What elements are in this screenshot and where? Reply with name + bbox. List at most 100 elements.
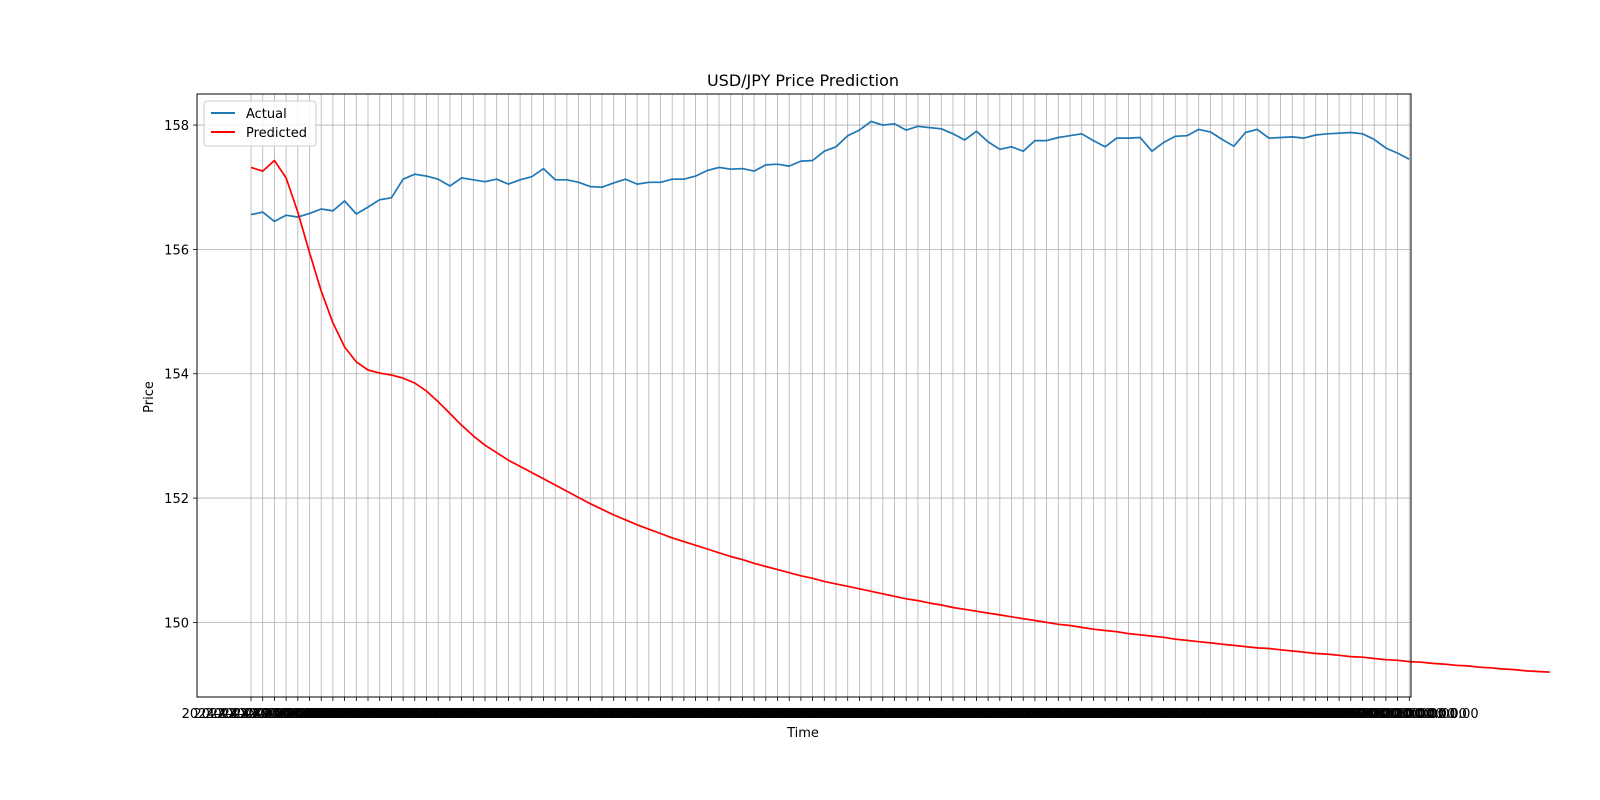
- legend: Actual Predicted: [203, 100, 317, 147]
- x-tick-label: 2024-XX-XX 00:00:00: [486, 707, 625, 722]
- x-tick-label: 2024-XX-XX 00:00:00: [989, 707, 1128, 722]
- x-tick-label: 2024-XX-XX 00:00:00: [205, 707, 344, 722]
- x-tick-label: 2024-XX-XX 00:00:00: [638, 707, 777, 722]
- x-tick-label: 2024-XX-XX 00:00:00: [1270, 707, 1409, 722]
- x-tick-label: 2024-XX-XX 00:00:00: [591, 707, 730, 722]
- x-tick-label: 2024-XX-XX 00:00:00: [942, 707, 1081, 722]
- x-tick-label: 2024-XX-XX 00:00:00: [813, 707, 952, 722]
- x-tick-label: 2024-XX-XX 00:00:00: [966, 707, 1105, 722]
- x-tick-label: 2024-XX-XX 00:00:00: [603, 707, 742, 722]
- x-tick-label: 2024-XX-XX 00:00:00: [930, 707, 1069, 722]
- y-axis-label: Price: [142, 381, 157, 413]
- y-ticks: 150 152 154 156 158: [164, 119, 197, 631]
- x-tick-label: 2024-XX-XX 00:00:00: [240, 707, 379, 722]
- y-tick-label: 156: [164, 243, 189, 258]
- x-tick-label: 2024-XX-XX 00:00:00: [1293, 707, 1432, 722]
- x-tick-label: 2024-XX-XX 00:00:00: [1211, 707, 1350, 722]
- x-tick-label: 2024-XX-XX 00:00:00: [825, 707, 964, 722]
- x-tick-label: 2024-XX-XX 00:00:00: [416, 707, 555, 722]
- x-tick-label: 2024-XX-XX 00:00:00: [182, 707, 321, 722]
- x-tick-label: 2024-XX-XX 00:00:00: [579, 707, 718, 722]
- plot-area: [197, 94, 1411, 697]
- x-tick-label: 2024-XX-XX 00:00:00: [193, 707, 332, 722]
- x-tick-label: 2024-XX-XX 00:00:00: [907, 707, 1046, 722]
- plot-background: [197, 94, 1411, 697]
- x-grid: [250, 94, 1410, 697]
- x-tick-label: 2024-XX-XX 00:00:00: [474, 707, 613, 722]
- x-tick-label: 2024-XX-XX 00:00:00: [217, 707, 356, 722]
- x-tick-label: 2024-XX-XX 00:00:00: [1164, 707, 1303, 722]
- series-layer: [250, 120, 1550, 673]
- x-tick-label: 2024-XX-XX 00:00:00: [1129, 707, 1268, 722]
- x-tick-label: 2024-XX-XX 00:00:00: [1047, 707, 1186, 722]
- x-tick-label: 2024-XX-XX 00:00:00: [837, 707, 976, 722]
- x-tick-label: 2024-XX-XX 00:00:00: [1235, 707, 1374, 722]
- x-tick-label: 2024-XX-XX 00:00:00: [1024, 707, 1163, 722]
- x-tick-label: 2024-XX-XX 00:00:00: [755, 707, 894, 722]
- x-tick-label: 2024-XX-XX 00:00:00: [381, 707, 520, 722]
- x-tick-label: 2024-XX-XX 00:00:00: [1059, 707, 1198, 722]
- x-tick-label: 2024-XX-XX 00:00:00: [1258, 707, 1397, 722]
- series-line-predicted: [250, 159, 1550, 673]
- x-tick-label: 2024-XX-XX 00:00:00: [743, 707, 882, 722]
- x-tick-label: 2024-XX-XX 00:00:00: [732, 707, 871, 722]
- x-tick-label: 2024-XX-XX 00:00:00: [404, 707, 543, 722]
- x-tick-label: 2024-XX-XX 00:00:00: [615, 707, 754, 722]
- x-tick-label: 2024-XX-XX 00:00:00: [977, 707, 1116, 722]
- chart-title: USD/JPY Price Prediction: [707, 71, 899, 90]
- x-tick-label: 2024-XX-XX 00:00:00: [884, 707, 1023, 722]
- x-tick-label: 2024-XX-XX 00:00:00: [498, 707, 637, 722]
- x-tick-label: 2024-XX-XX 00:00:00: [650, 707, 789, 722]
- legend-label-actual: Actual: [246, 107, 287, 122]
- x-tick-label: 2024-XX-XX 00:00:00: [1036, 707, 1175, 722]
- y-grid: [197, 124, 1411, 623]
- x-tick-label: 2024-XX-XX 00:00:00: [252, 707, 391, 722]
- x-tick-label: 2024-XX-XX 00:00:00: [287, 707, 426, 722]
- x-tick-label: 2024-XX-XX 00:00:00: [1188, 707, 1327, 722]
- x-tick-label: 2024-XX-XX 00:00:00: [954, 707, 1093, 722]
- x-tick-label: 2024-XX-XX 00:00:00: [310, 707, 449, 722]
- x-tick-label: 2024-XX-XX 00:00:00: [439, 707, 578, 722]
- x-tick-label: 2024-XX-XX 00:00:00: [228, 707, 367, 722]
- x-tick-label: 2024-XX-XX 00:00:00: [860, 707, 999, 722]
- x-tick-label: 2024-XX-XX 00:00:00: [334, 707, 473, 722]
- x-tick-label: 2024-XX-XX 00:00:00: [1071, 707, 1210, 722]
- x-tick-label: 2024-XX-XX 00:00:00: [427, 707, 566, 722]
- x-tick-label: 2024-XX-XX 00:00:00: [369, 707, 508, 722]
- x-tick-label: 2024-XX-XX 00:00:00: [1223, 707, 1362, 722]
- x-tick-label: 2024-XX-XX 00:00:00: [1001, 707, 1140, 722]
- x-tick-label: 2024-XX-XX 00:00:00: [1200, 707, 1339, 722]
- x-tick-label: 2024-XX-XX 00:00:00: [661, 707, 800, 722]
- plot-frame: [196, 93, 1412, 698]
- x-tick-label: 2024-XX-XX 00:00:00: [1106, 707, 1245, 722]
- x-tick-label: 2024-XX-XX 00:00:00: [345, 707, 484, 722]
- x-tick-label: 2024-XX-XX 00:00:00: [462, 707, 601, 722]
- x-tick-label: 2024-XX-XX 00:00:00: [673, 707, 812, 722]
- x-tick-label: 2024-XX-XX 00:00:00: [1153, 707, 1292, 722]
- x-tick-label: 2024-XX-XX 00:00:00: [299, 707, 438, 722]
- x-tick-label: 2024-XX-XX 00:00:00: [872, 707, 1011, 722]
- x-tick-label: 2024-XX-XX 00:00:00: [1141, 707, 1280, 722]
- x-tick-label: 2024-XX-XX 00:00:00: [1176, 707, 1315, 722]
- x-tick-label: 2024-XX-XX 00:00:00: [626, 707, 765, 722]
- x-tick-label: 2024-XX-XX 00:00:00: [509, 707, 648, 722]
- x-tick-label: 2024-XX-XX 00:00:00: [1118, 707, 1257, 722]
- x-tick-label: 2024-XX-XX 00:00:00: [696, 707, 835, 722]
- x-tick-label: 2024-XX-XX 00:00:00: [1317, 707, 1456, 722]
- x-tick-label: 2024-XX-XX 00:00:00: [544, 707, 683, 722]
- x-axis-label: Time: [786, 726, 819, 741]
- x-tick-label: 2024-XX-XX 00:00:00: [357, 707, 496, 722]
- x-tick-label: 2024-XX-XX 00:00:00: [767, 707, 906, 722]
- x-tick-label: 2024-XX-XX 00:00:00: [533, 707, 672, 722]
- x-tick-label: 2024-XX-XX 00:00:00: [1340, 707, 1479, 722]
- y-tick-label: 150: [164, 616, 189, 631]
- x-tick-label: 2024-XX-XX 00:00:00: [451, 707, 590, 722]
- x-tick-label: 2024-XX-XX 00:00:00: [1246, 707, 1385, 722]
- y-tick-label: 154: [164, 368, 189, 383]
- legend-label-predicted: Predicted: [246, 126, 307, 141]
- x-tick-label: 2024-XX-XX 00:00:00: [264, 707, 403, 722]
- x-tick-label: 2024-XX-XX 00:00:00: [778, 707, 917, 722]
- x-tick-label: 2024-XX-XX 00:00:00: [392, 707, 531, 722]
